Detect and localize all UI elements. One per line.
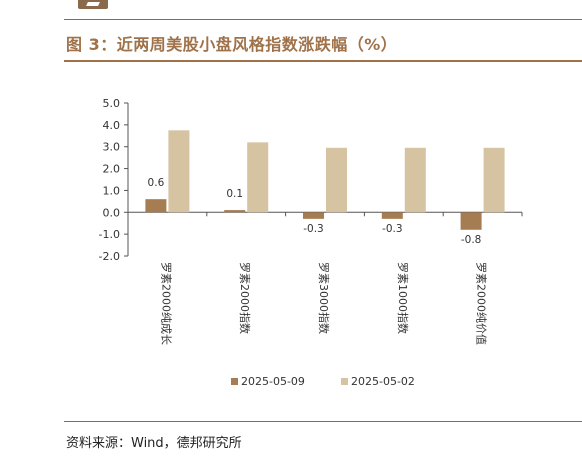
- bar-current: [145, 199, 167, 213]
- x-category-label: 罗素2000纯价值: [475, 262, 488, 345]
- figure-title: 图 3：近两周美股小盘风格指数涨跌幅（%）: [66, 35, 398, 54]
- bar-chart: 5.0 4.0 3.0 2.0 1.0 0.0 -1.0 -2.0 0.6 罗素2000纯成长 0.…: [99, 97, 523, 388]
- legend-label-0: 2025-05-09: [241, 375, 305, 388]
- bar-previous: [168, 130, 190, 213]
- x-category-label: 罗素2000指数: [238, 262, 252, 334]
- y-tick-label: 4.0: [103, 119, 121, 132]
- legend-label-1: 2025-05-02: [351, 375, 415, 388]
- title-divider: [64, 60, 582, 62]
- data-label: -0.8: [461, 234, 482, 246]
- bar-previous: [404, 147, 426, 213]
- data-label: 0.1: [226, 188, 243, 200]
- y-tick-label: 1.0: [103, 184, 121, 197]
- y-tick-label: 0.0: [103, 206, 121, 219]
- data-label: -0.3: [382, 223, 403, 235]
- y-tick-label: -2.0: [99, 250, 120, 263]
- legend-swatch-1: [341, 378, 348, 385]
- legend-swatch-0: [231, 378, 238, 385]
- y-tick-label: -1.0: [99, 228, 120, 241]
- bar-previous: [483, 147, 505, 213]
- x-category-label: 罗素3000指数: [317, 262, 331, 334]
- data-label: 0.6: [148, 177, 165, 189]
- bar-current: [381, 212, 403, 219]
- bar-current: [224, 210, 246, 213]
- y-tick-label: 2.0: [103, 163, 121, 176]
- data-label: -0.3: [303, 223, 324, 235]
- bar-current: [460, 212, 482, 230]
- y-tick-label: 5.0: [103, 97, 121, 110]
- source-note: 资料来源：Wind，德邦研究所: [66, 436, 242, 451]
- header-rule-top: [64, 19, 582, 20]
- brand-logo-icon: [78, 0, 108, 9]
- bar-previous: [247, 142, 269, 213]
- x-category-label: 罗素2000纯成长: [159, 262, 172, 345]
- bar-previous: [326, 147, 347, 213]
- source-divider: [64, 421, 582, 422]
- y-tick-label: 3.0: [103, 141, 121, 154]
- x-category-label: 罗素1000指数: [396, 262, 410, 334]
- bar-current: [303, 212, 324, 219]
